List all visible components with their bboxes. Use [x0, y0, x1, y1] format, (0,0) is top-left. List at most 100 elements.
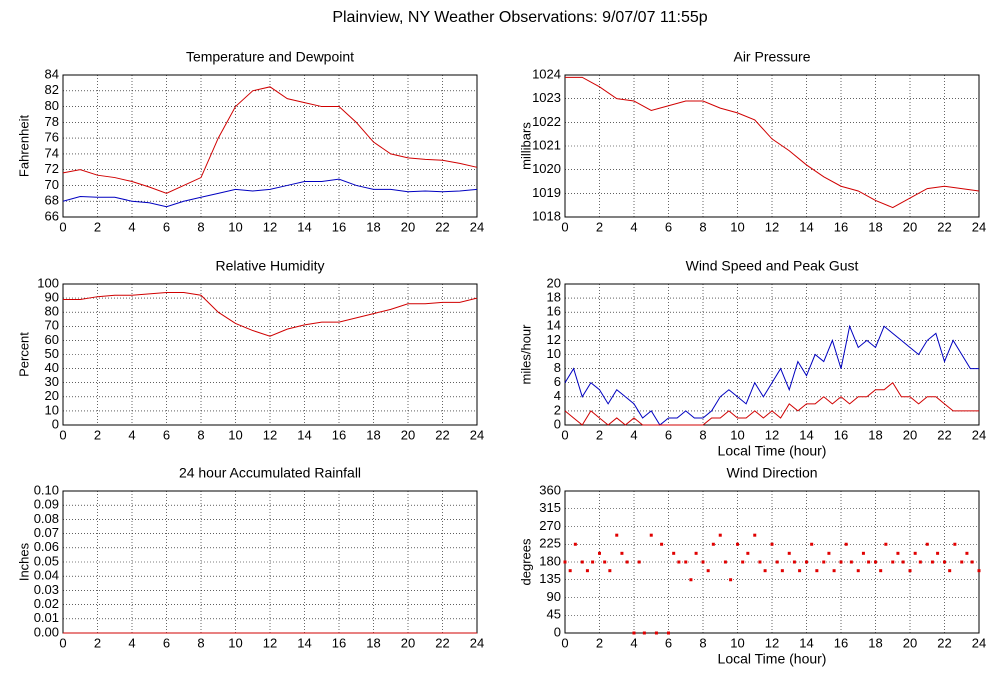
- data-point: [711, 542, 715, 546]
- x-tick-label: 14: [799, 635, 813, 650]
- x-tick-label: 4: [128, 635, 135, 650]
- x-tick-label: 6: [665, 219, 672, 234]
- y-tick-label: 40: [45, 360, 59, 375]
- data-point: [965, 551, 969, 555]
- data-point: [723, 560, 727, 564]
- data-point: [637, 560, 641, 564]
- data-point: [953, 542, 957, 546]
- data-point: [839, 560, 843, 564]
- data-point: [896, 551, 900, 555]
- data-point: [718, 533, 722, 537]
- data-point: [792, 560, 796, 564]
- x-tick-label: 8: [197, 219, 204, 234]
- x-tick-label: 16: [332, 635, 346, 650]
- data-point: [701, 560, 705, 564]
- x-tick-label: 2: [94, 427, 101, 442]
- y-axis-label: degrees: [518, 538, 533, 585]
- y-tick-label: 70: [45, 177, 59, 192]
- x-tick-label: 8: [699, 427, 706, 442]
- x-tick-label: 16: [834, 219, 848, 234]
- y-tick-label: 0: [52, 416, 59, 431]
- x-tick-label: 12: [765, 427, 779, 442]
- x-tick-label: 14: [799, 219, 813, 234]
- x-tick-label: 6: [665, 635, 672, 650]
- data-point: [960, 560, 964, 564]
- data-point: [649, 533, 653, 537]
- y-tick-label: 0: [554, 416, 561, 431]
- data-point: [615, 533, 619, 537]
- y-tick-label: 12: [547, 332, 561, 347]
- x-tick-label: 20: [903, 219, 917, 234]
- data-line: [564, 381, 979, 426]
- x-tick-label: 22: [937, 635, 951, 650]
- data-line: [62, 86, 478, 194]
- data-point: [884, 542, 888, 546]
- data-point: [677, 560, 681, 564]
- data-point: [827, 551, 831, 555]
- data-point: [913, 551, 917, 555]
- x-tick-label: 4: [128, 427, 135, 442]
- x-tick-label: 20: [401, 427, 415, 442]
- x-tick-label: 10: [228, 219, 242, 234]
- x-tick-label: 0: [59, 427, 66, 442]
- x-tick-label: 2: [596, 427, 603, 442]
- y-tick-label: 50: [45, 346, 59, 361]
- data-line: [63, 291, 478, 337]
- x-axis-label: Local Time (hour): [718, 443, 827, 459]
- y-tick-label: 0.10: [34, 482, 59, 497]
- y-tick-label: 82: [45, 82, 59, 97]
- y-tick-label: 225: [539, 536, 561, 551]
- data-point: [780, 569, 784, 573]
- data-point: [746, 551, 750, 555]
- y-tick-label: 0: [554, 624, 561, 639]
- y-tick-label: 60: [45, 332, 59, 347]
- y-tick-label: 84: [45, 66, 59, 81]
- x-tick-label: 10: [730, 635, 744, 650]
- x-tick-label: 8: [197, 635, 204, 650]
- x-tick-label: 18: [868, 427, 882, 442]
- x-tick-label: 0: [59, 635, 66, 650]
- data-point: [815, 569, 819, 573]
- data-point: [787, 551, 791, 555]
- data-point: [970, 560, 974, 564]
- y-tick-label: 72: [45, 161, 59, 176]
- data-point: [753, 533, 757, 537]
- panel-title: Relative Humidity: [216, 258, 325, 274]
- y-tick-label: 360: [539, 482, 561, 497]
- x-tick-label: 6: [665, 427, 672, 442]
- data-point: [901, 560, 905, 564]
- y-tick-label: 135: [539, 571, 561, 586]
- y-tick-label: 1024: [532, 66, 561, 81]
- data-point: [598, 551, 601, 555]
- x-tick-label: 10: [228, 635, 242, 650]
- x-tick-label: 14: [297, 427, 311, 442]
- x-tick-label: 22: [435, 219, 449, 234]
- x-tick-label: 24: [470, 219, 484, 234]
- x-tick-label: 8: [197, 427, 204, 442]
- data-point: [770, 542, 774, 546]
- x-tick-label: 20: [401, 219, 415, 234]
- y-tick-label: 1022: [532, 114, 561, 129]
- y-tick-label: 0.03: [34, 582, 59, 597]
- data-point: [810, 542, 814, 546]
- y-tick-label: 0.06: [34, 539, 59, 554]
- x-tick-label: 14: [297, 219, 311, 234]
- data-line: [565, 76, 980, 209]
- x-tick-label: 16: [834, 427, 848, 442]
- data-line: [564, 324, 979, 426]
- x-tick-label: 10: [730, 427, 744, 442]
- y-tick-label: 4: [554, 388, 561, 403]
- y-tick-label: 0.08: [34, 511, 59, 526]
- x-tick-label: 8: [699, 635, 706, 650]
- x-tick-label: 12: [765, 635, 779, 650]
- data-point: [758, 560, 762, 564]
- data-point: [930, 560, 934, 564]
- x-tick-label: 14: [799, 427, 813, 442]
- x-tick-label: 16: [332, 219, 346, 234]
- y-tick-label: 45: [547, 607, 561, 622]
- data-point: [563, 560, 567, 564]
- data-point: [891, 560, 895, 564]
- y-tick-label: 68: [45, 193, 59, 208]
- panel-title: Wind Direction: [726, 465, 817, 481]
